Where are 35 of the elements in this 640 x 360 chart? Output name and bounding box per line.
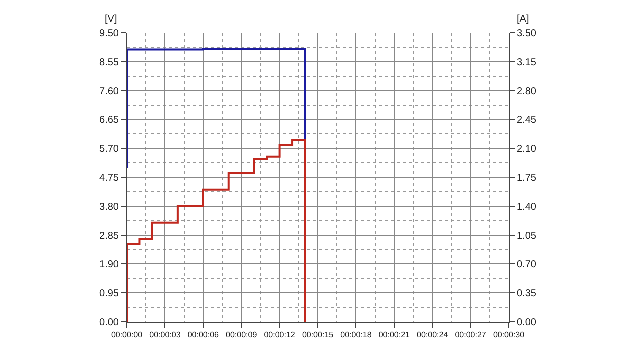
y2-tick-label: 2.80 — [517, 86, 537, 98]
x-tick-label: 00:00:00 — [111, 330, 144, 340]
y2-axis-title: [A] — [517, 14, 530, 25]
y2-tick-label: 1.75 — [517, 173, 537, 184]
y2-tick-label: 3.50 — [517, 28, 537, 40]
y-tick-label: 0.95 — [100, 288, 120, 300]
y2-tick-label: 1.40 — [517, 202, 537, 213]
y2-tick-label: 3.15 — [517, 57, 537, 68]
y-tick-label: 5.70 — [100, 144, 120, 156]
y2-tick-label: 0.70 — [517, 260, 537, 271]
y-tick-label: 8.55 — [100, 57, 120, 68]
y-tick-label: 4.75 — [100, 173, 120, 184]
y2-tick-label: 2.10 — [517, 144, 537, 156]
y-tick-label: 0.00 — [100, 318, 120, 328]
x-tick-label: 00:00:06 — [188, 330, 220, 340]
x-tick-label: 00:00:21 — [378, 330, 411, 340]
x-tick-label: 00:00:15 — [302, 330, 334, 340]
x-tick-label: 00:00:18 — [340, 330, 372, 340]
y2-tick-label: 1.05 — [517, 230, 537, 242]
x-tick-label: 00:00:09 — [226, 330, 258, 340]
y-tick-label: 7.60 — [100, 86, 120, 98]
y-tick-label: 3.80 — [100, 202, 120, 213]
y-tick-label: 9.50 — [100, 28, 120, 40]
y-axis-title: [V] — [105, 14, 118, 25]
x-tick-label: 00:00:03 — [150, 330, 182, 340]
y2-tick-label: 0.00 — [517, 318, 537, 328]
y-tick-label: 6.65 — [100, 115, 120, 126]
x-tick-label: 00:00:27 — [455, 330, 487, 340]
y-tick-label: 2.85 — [100, 230, 120, 242]
x-tick-label: 00:00:30 — [493, 330, 526, 340]
y2-tick-label: 2.45 — [517, 115, 537, 126]
x-tick-label: 00:00:12 — [264, 330, 296, 340]
x-tick-label: 00:00:24 — [417, 330, 449, 340]
y-tick-label: 1.90 — [100, 260, 120, 271]
y2-tick-label: 0.35 — [517, 288, 537, 300]
